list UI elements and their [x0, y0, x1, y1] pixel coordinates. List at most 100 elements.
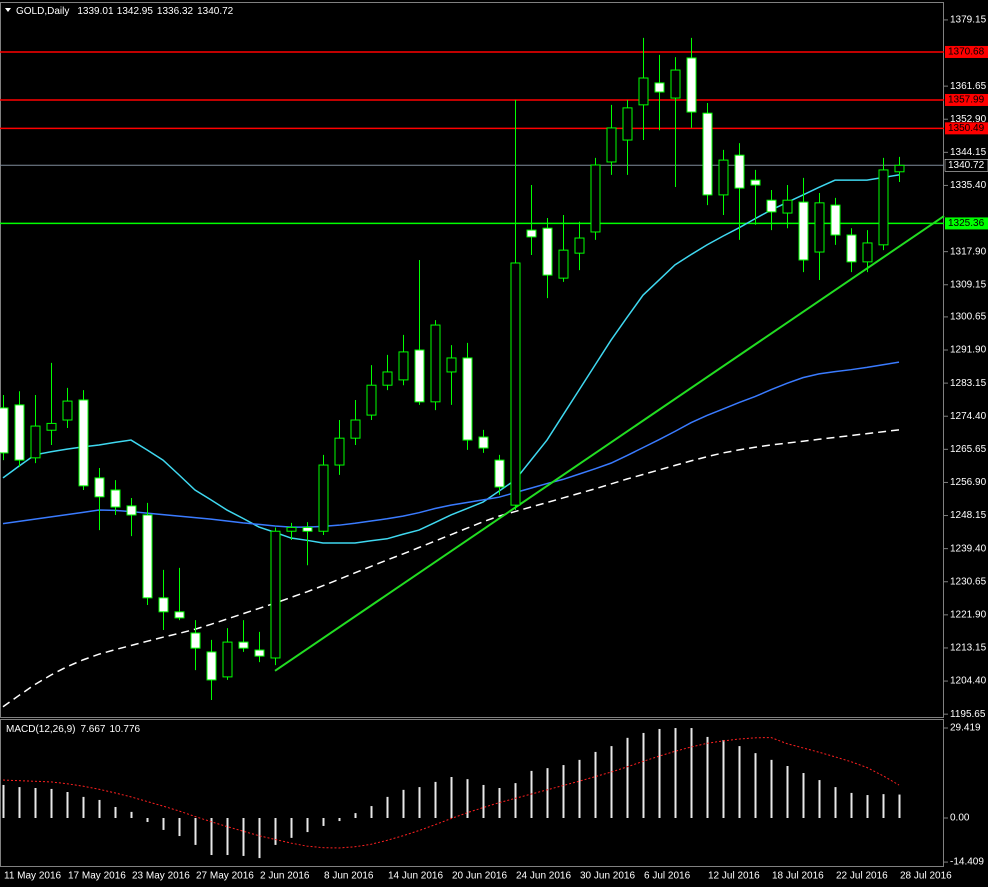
candle-body [686, 57, 697, 113]
y-tick-label: 1317.90 [950, 246, 987, 257]
x-tick-label: 27 May 2016 [196, 871, 254, 882]
price-level-label: 1350.49 [948, 123, 985, 134]
candle-body [158, 597, 169, 613]
x-tick-label: 20 Jun 2016 [452, 871, 507, 882]
candle-body [334, 437, 345, 466]
candle-body [14, 404, 25, 461]
moving-average [2, 174, 900, 544]
candle-body [0, 407, 9, 454]
candle-body [478, 436, 489, 449]
main-panel-frame [0, 2, 944, 718]
y-tick-label: 1195.65 [950, 709, 986, 720]
current-price-box [944, 159, 988, 172]
price-level-box [945, 217, 988, 230]
price-level-box [945, 93, 988, 106]
y-tick-label: 1361.65 [950, 81, 987, 92]
candle-body [574, 237, 585, 254]
candle-body [206, 651, 217, 681]
candle-body [382, 371, 393, 386]
y-tick-label: 1335.40 [950, 180, 987, 191]
header-low: 1336.32 [157, 6, 194, 17]
main-panel: 1379.15 1361.65 1352.90 1344.15 1335.40 1317.… [0, 15, 988, 882]
candle-body [238, 641, 249, 649]
candle-body [142, 514, 153, 599]
candle-body [638, 77, 649, 106]
candle-body [606, 127, 617, 163]
y-tick-label: 29.419 [950, 723, 981, 734]
candle-body [622, 107, 633, 141]
candle-body [654, 82, 665, 93]
current-price-label: 1340.72 [948, 160, 985, 171]
candle-body [110, 489, 121, 508]
y-tick-label: 1213.15 [950, 643, 987, 654]
y-tick-label: 1352.90 [950, 114, 987, 125]
x-tick-label: 2 Jun 2016 [260, 871, 310, 882]
candle-body [702, 112, 713, 196]
y-tick-label: 1344.15 [950, 147, 987, 158]
candle-body [190, 632, 201, 649]
candle-body [254, 649, 265, 657]
candle-body [750, 179, 761, 186]
candle-body [350, 419, 361, 439]
moving-average [2, 361, 900, 528]
candle-body [846, 234, 857, 263]
signal-value: 10.776 [110, 724, 141, 735]
candle-body [318, 464, 329, 532]
y-tick-label: 1283.15 [950, 378, 987, 389]
candle-body [430, 324, 441, 403]
candle-body [590, 164, 601, 233]
candle-body [494, 459, 505, 488]
y-tick-label: 1309.15 [950, 279, 987, 290]
candle-body [398, 351, 409, 381]
y-tick-label: 1274.40 [950, 411, 987, 422]
candle-body [894, 164, 905, 173]
y-tick-label: 1265.65 [950, 444, 987, 455]
y-tick-label: 1239.40 [950, 543, 987, 554]
price-level-label: 1370.68 [948, 47, 985, 58]
macd-header: MACD(12,26,9) 7.667 10.776 [6, 724, 141, 735]
candle-body [30, 425, 41, 459]
price-level-box [945, 45, 988, 58]
y-tick-label: 1248.15 [950, 510, 987, 521]
candle-body [558, 249, 569, 279]
candle-body [734, 154, 745, 189]
y-tick-label: 1230.65 [950, 576, 987, 587]
x-tick-label: 28 Jul 2016 [900, 871, 952, 882]
macd-panel-frame [0, 719, 944, 867]
candle-body [782, 199, 793, 214]
moving-average [2, 429, 900, 708]
y-tick-label: -14.409 [950, 857, 984, 868]
x-tick-label: 6 Jul 2016 [644, 871, 691, 882]
y-tick-label: 0.00 [950, 813, 970, 824]
candle-body [94, 477, 105, 498]
candle-body [446, 357, 457, 373]
candle-body [526, 229, 537, 238]
dropdown-marker [5, 8, 11, 12]
macd-panel: 29.419 0.00 -14.409 [2, 723, 984, 868]
candle-body [878, 169, 889, 246]
y-tick-label: 1221.90 [950, 609, 987, 620]
candle-body [302, 526, 313, 532]
candle-body [814, 202, 825, 253]
y-tick-label: 1300.65 [950, 312, 987, 323]
candle-body [462, 357, 473, 441]
x-tick-label: 11 May 2016 [4, 871, 62, 882]
price-level-label: 1325.36 [948, 218, 985, 229]
candle-body [174, 611, 185, 619]
x-tick-label: 17 May 2016 [68, 871, 126, 882]
x-tick-label: 14 Jun 2016 [388, 871, 443, 882]
price-level-box [945, 122, 988, 135]
candle-body [222, 641, 233, 678]
x-tick-label: 18 Jul 2016 [772, 871, 824, 882]
candle-body [542, 227, 553, 276]
price-level-label: 1357.99 [948, 95, 985, 106]
macd-value: 7.667 [80, 724, 105, 735]
x-tick-label: 24 Jun 2016 [516, 871, 571, 882]
y-tick-label: 1291.90 [950, 345, 987, 356]
candle-body [46, 422, 57, 431]
x-tick-label: 23 May 2016 [132, 871, 190, 882]
candle-body [270, 530, 281, 659]
candle-body [78, 399, 89, 487]
candle-body [670, 69, 681, 99]
